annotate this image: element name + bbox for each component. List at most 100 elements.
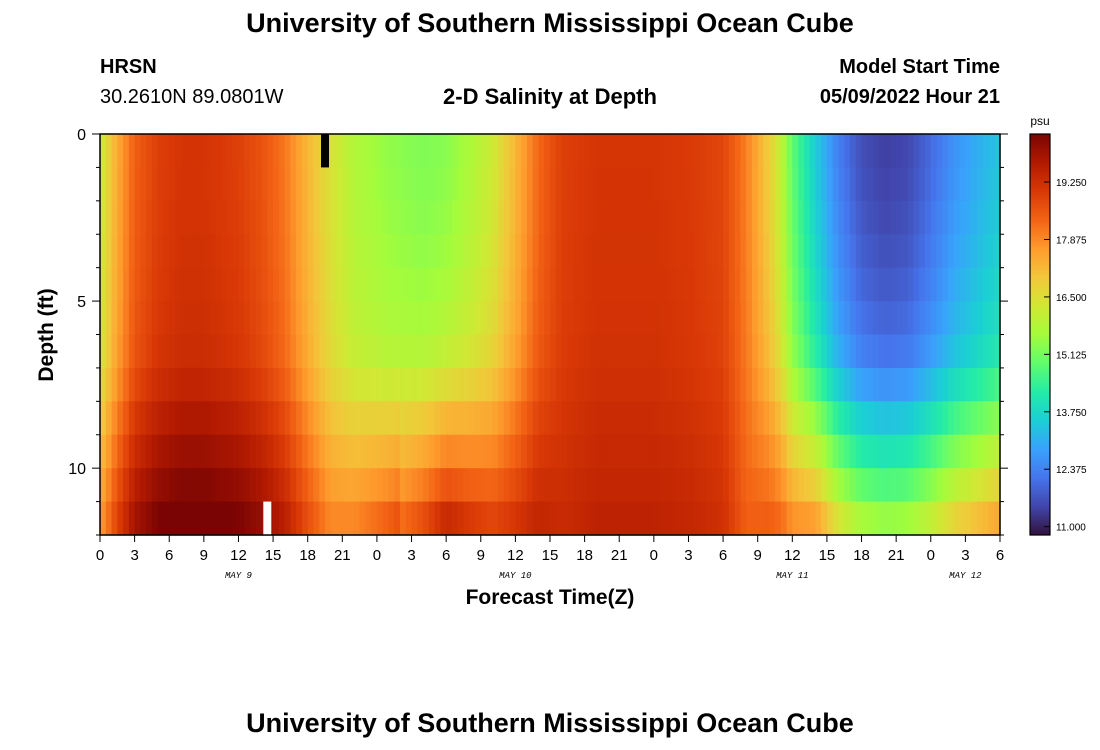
heatmap-cell: [376, 468, 384, 503]
heatmap-cell: [475, 301, 482, 336]
heatmap-cell: [780, 468, 788, 503]
heatmap-cell: [832, 134, 840, 169]
heatmap-cell: [434, 134, 441, 169]
heatmap-cell: [100, 167, 107, 202]
x-tick-label: 0: [373, 547, 381, 564]
heatmap-cell: [307, 301, 315, 336]
heatmap-cell: [134, 434, 141, 469]
heatmap-cell: [226, 401, 234, 436]
heatmap-cell: [688, 334, 695, 369]
heatmap-cell: [221, 401, 228, 436]
heatmap-cell: [440, 501, 447, 536]
heatmap-cell: [676, 134, 684, 169]
heatmap-cell: [284, 200, 291, 235]
heatmap-cell: [353, 434, 361, 469]
heatmap-cell: [913, 468, 920, 503]
heatmap-cell: [971, 468, 978, 503]
heatmap-cell: [815, 401, 822, 436]
heatmap-cell: [809, 367, 816, 402]
heatmap-cell: [803, 501, 811, 536]
heatmap-cell: [290, 334, 297, 369]
heatmap-cell: [521, 401, 528, 436]
heatmap-cell: [751, 468, 759, 503]
heatmap-cell: [434, 401, 441, 436]
heatmap-cell: [273, 234, 280, 269]
heatmap-cell: [688, 401, 695, 436]
heatmap-cell: [301, 401, 309, 436]
heatmap-cell: [775, 200, 782, 235]
heatmap-cell: [671, 434, 678, 469]
heatmap-cell: [284, 234, 291, 269]
heatmap-cell: [376, 401, 384, 436]
heatmap-cell: [509, 267, 516, 302]
heatmap-cell: [313, 501, 320, 536]
heatmap-cell: [844, 401, 851, 436]
heatmap-cell: [365, 167, 372, 202]
heatmap-cell: [492, 200, 499, 235]
heatmap-cell: [434, 434, 441, 469]
heatmap-cell: [336, 301, 343, 336]
heatmap-cell: [994, 401, 1001, 436]
heatmap-cell: [463, 134, 470, 169]
heatmap-cell: [117, 334, 124, 369]
heatmap-cell: [515, 367, 522, 402]
heatmap-cell: [982, 468, 990, 503]
heatmap-cell: [215, 501, 222, 536]
heatmap-cell: [567, 501, 574, 536]
heatmap-cell: [590, 501, 597, 536]
heatmap-cell: [411, 234, 418, 269]
heatmap-cell: [255, 234, 263, 269]
heatmap-cell: [832, 334, 840, 369]
heatmap-cell: [763, 401, 770, 436]
heatmap-cell: [734, 501, 741, 536]
heatmap-cell: [123, 200, 130, 235]
heatmap-cell: [803, 367, 811, 402]
heatmap-cell: [671, 267, 678, 302]
heatmap-cell: [700, 301, 707, 336]
heatmap-cell: [982, 167, 990, 202]
heatmap-cell: [596, 401, 603, 436]
heatmap-cell: [359, 334, 366, 369]
heatmap-cell: [446, 234, 453, 269]
missing-data-cell: [321, 134, 329, 168]
x-tick-label: 9: [477, 547, 485, 564]
heatmap-cell: [734, 134, 741, 169]
heatmap-cell: [630, 167, 638, 202]
heatmap-cell: [682, 301, 690, 336]
heatmap-cell: [763, 267, 770, 302]
heatmap-cell: [786, 234, 793, 269]
heatmap-cell: [578, 434, 586, 469]
heatmap-cell: [878, 134, 886, 169]
heatmap-cell: [475, 200, 482, 235]
heatmap-cell: [930, 334, 938, 369]
heatmap-cell: [965, 401, 972, 436]
heatmap-cell: [775, 367, 782, 402]
heatmap-cell: [555, 234, 563, 269]
heatmap-cell: [728, 401, 736, 436]
heatmap-cell: [936, 167, 943, 202]
heatmap-cell: [313, 167, 320, 202]
heatmap-cell: [901, 334, 909, 369]
heatmap-cell: [440, 468, 447, 503]
heatmap-cell: [700, 134, 707, 169]
heatmap-cell: [134, 501, 141, 536]
heatmap-cell: [117, 468, 124, 503]
heatmap-cell: [238, 267, 245, 302]
heatmap-cell: [630, 367, 638, 402]
heatmap-cell: [994, 434, 1001, 469]
heatmap-cell: [676, 167, 684, 202]
heatmap-cell: [330, 434, 338, 469]
heatmap-cell: [769, 468, 776, 503]
heatmap-cell: [901, 501, 909, 536]
heatmap-cell: [526, 401, 534, 436]
heatmap-cell: [503, 301, 511, 336]
heatmap-cell: [215, 434, 222, 469]
heatmap-cell: [751, 301, 759, 336]
heatmap-cell: [330, 301, 338, 336]
heatmap-cell: [913, 367, 920, 402]
heatmap-cell: [821, 367, 828, 402]
heatmap-cell: [965, 367, 972, 402]
heatmap-cell: [538, 334, 545, 369]
heatmap-cell: [376, 200, 384, 235]
heatmap-cell: [601, 367, 609, 402]
